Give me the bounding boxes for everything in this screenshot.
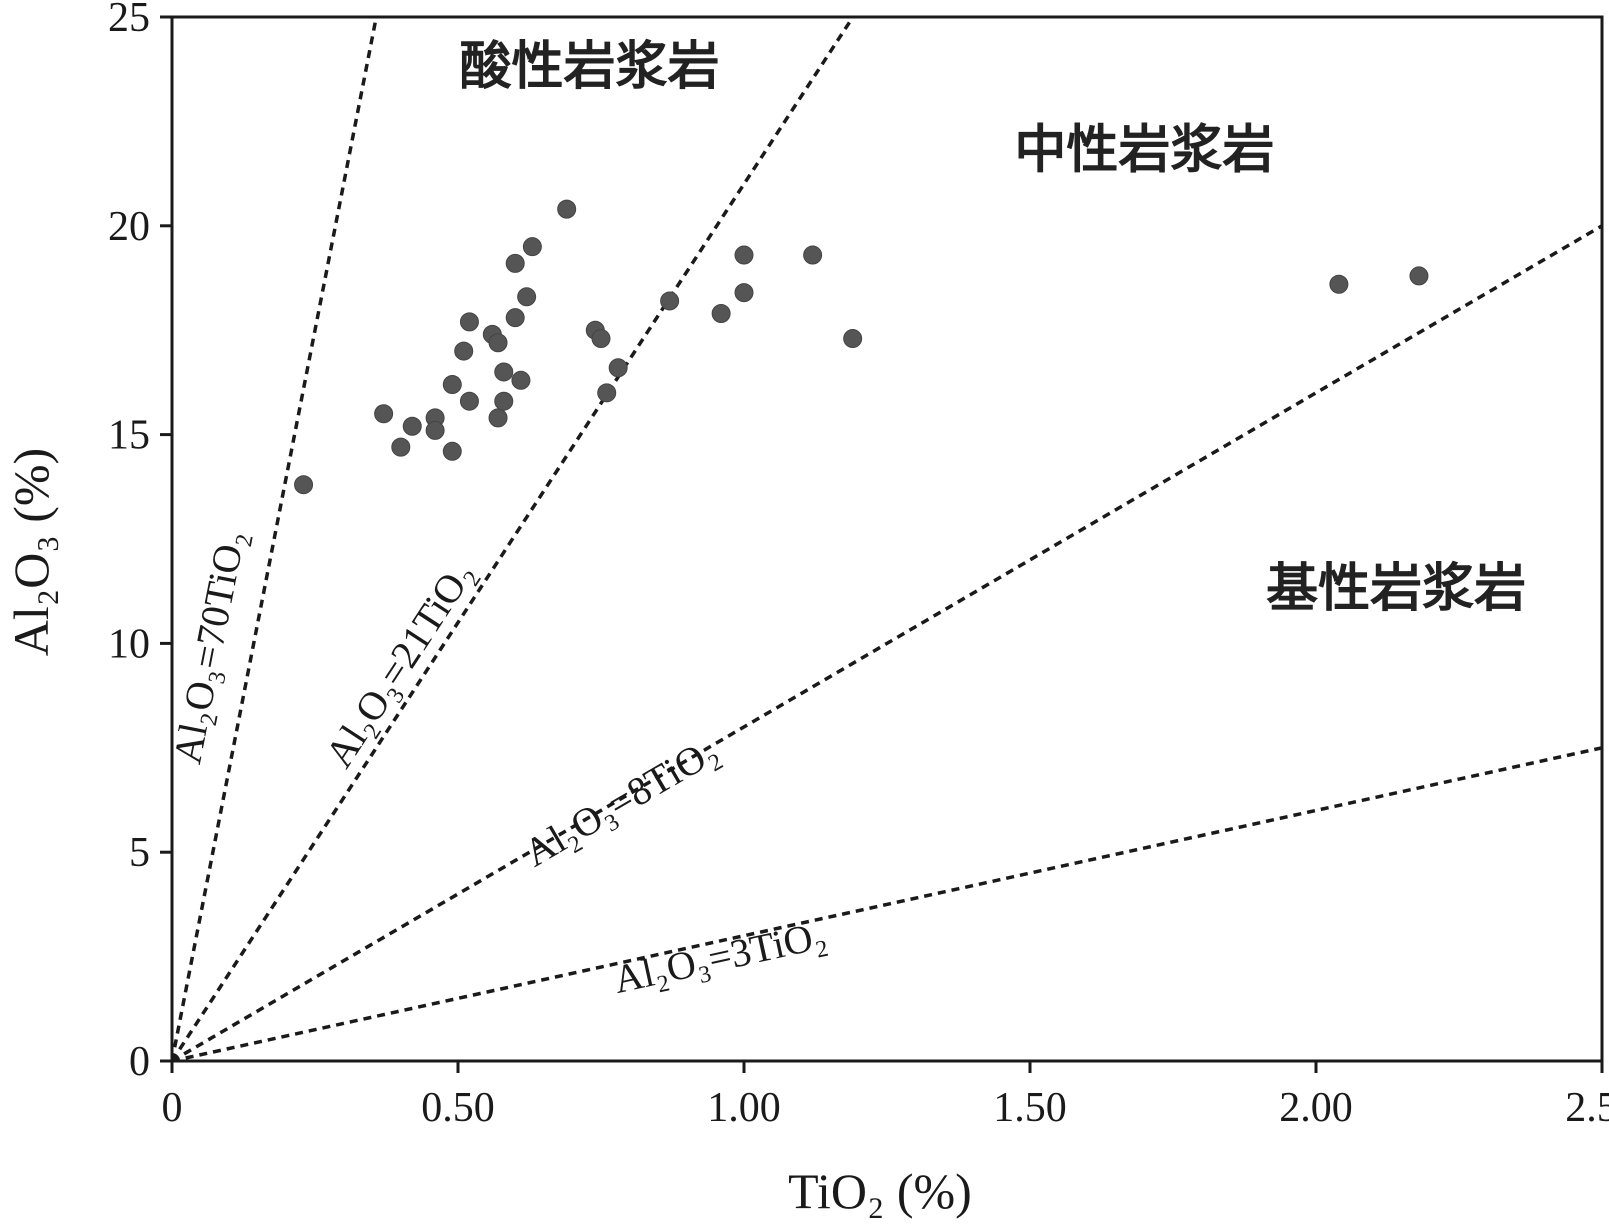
- region-label: 基性岩浆岩: [1266, 559, 1526, 619]
- data-point: [494, 362, 514, 382]
- data-point: [494, 391, 514, 411]
- data-point: [734, 283, 754, 303]
- y-tick-label: 0: [129, 1039, 150, 1085]
- x-tick-label: 0: [162, 1085, 183, 1131]
- data-point: [1329, 274, 1349, 294]
- y-tick-label: 20: [108, 204, 150, 250]
- data-point: [488, 333, 508, 353]
- data-point: [459, 312, 479, 332]
- y-tick-label: 15: [108, 413, 150, 459]
- reference-line: [171, 746, 1603, 1063]
- data-point: [294, 475, 314, 495]
- data-point: [459, 391, 479, 411]
- data-point: [734, 245, 754, 265]
- data-point: [1409, 266, 1429, 286]
- x-tick-label: 2.00: [1279, 1085, 1353, 1131]
- data-point: [505, 253, 525, 273]
- x-axis-title: TiO₂ (%): [788, 1163, 972, 1219]
- y-tick-label: 10: [108, 621, 150, 667]
- data-point: [522, 237, 542, 257]
- data-point: [454, 341, 474, 361]
- data-point: [660, 291, 680, 311]
- reference-line-label: Al₂O₃=70TiO₂: [164, 527, 254, 768]
- y-tick-label: 25: [108, 0, 150, 41]
- region-label: 中性岩浆岩: [1014, 120, 1274, 180]
- data-point: [488, 408, 508, 428]
- x-tick-label: 1.00: [707, 1085, 781, 1131]
- data-point: [511, 370, 531, 390]
- data-point: [843, 329, 863, 349]
- reference-line-label: Al₂O₃=3TiO₂: [609, 912, 830, 1002]
- y-tick-label: 5: [129, 830, 150, 876]
- x-tick-label: 0.50: [421, 1085, 495, 1131]
- data-point: [557, 199, 577, 219]
- data-point: [391, 437, 411, 457]
- data-point: [591, 329, 611, 349]
- data-point: [517, 287, 537, 307]
- data-point: [374, 404, 394, 424]
- data-point: [402, 416, 422, 436]
- y-axis-title: Al₂O₃ (%): [3, 448, 59, 656]
- reference-line: [171, 224, 1603, 1063]
- plot-frame: [170, 15, 1604, 1063]
- reference-line: [170, 16, 379, 1062]
- data-point: [442, 441, 462, 461]
- x-tick-label: 1.50: [993, 1085, 1067, 1131]
- data-point: [442, 374, 462, 394]
- data-point: [711, 303, 731, 323]
- region-label: 酸性岩浆岩: [460, 37, 720, 97]
- data-point: [597, 383, 617, 403]
- reference-line: [170, 16, 855, 1062]
- data-point: [608, 358, 628, 378]
- data-point: [803, 245, 823, 265]
- reference-line-label: Al₂O₃=21TiO₂: [316, 553, 483, 776]
- data-point: [425, 420, 445, 440]
- reference-line-label: Al₂O₃=8TiO₂: [516, 727, 725, 875]
- x-tick-label: 2.50: [1565, 1085, 1609, 1131]
- data-point: [505, 308, 525, 328]
